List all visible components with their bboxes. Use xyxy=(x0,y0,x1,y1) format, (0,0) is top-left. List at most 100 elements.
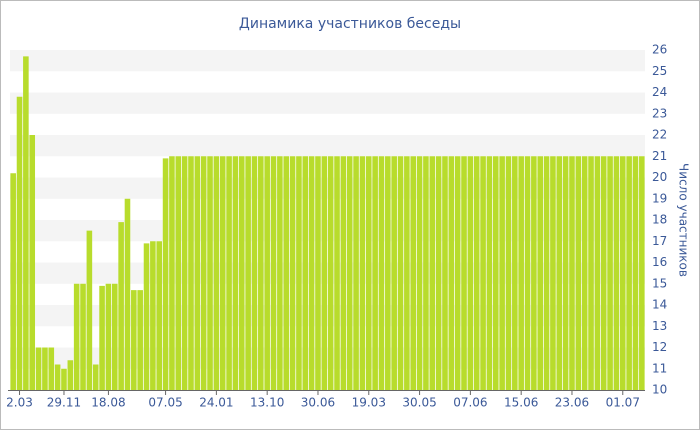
y-tick-label: 15 xyxy=(652,276,667,290)
bar xyxy=(518,156,524,390)
x-tick-label: 07.05 xyxy=(148,396,182,410)
bar xyxy=(619,156,626,390)
bar xyxy=(594,156,601,390)
bar xyxy=(346,156,353,390)
bar xyxy=(156,241,163,390)
y-tick-label: 11 xyxy=(652,361,667,375)
bar xyxy=(200,156,207,390)
bar xyxy=(505,156,512,390)
bar xyxy=(600,156,607,390)
bar xyxy=(397,156,404,390)
bar xyxy=(213,156,220,390)
bar xyxy=(289,156,296,390)
bar xyxy=(16,96,23,390)
bar xyxy=(143,243,150,390)
bar xyxy=(454,156,461,390)
bar xyxy=(575,156,582,390)
bar xyxy=(251,156,258,390)
bar xyxy=(137,290,143,390)
bar xyxy=(283,156,290,390)
bar xyxy=(54,364,61,390)
bar xyxy=(277,156,283,390)
bar xyxy=(42,347,48,390)
bar xyxy=(321,156,328,390)
bar xyxy=(226,156,232,390)
y-tick-label: 25 xyxy=(652,64,667,78)
bar xyxy=(86,230,93,390)
x-tick-label: 19.03 xyxy=(352,396,386,410)
bar xyxy=(315,156,321,390)
bar xyxy=(391,156,397,390)
y-tick-label: 21 xyxy=(652,149,667,163)
grid-band xyxy=(10,347,645,369)
bar xyxy=(524,156,531,390)
bar xyxy=(626,156,632,390)
grid-band xyxy=(10,220,645,242)
bar xyxy=(512,156,518,390)
y-tick-label: 24 xyxy=(652,85,667,99)
grid-band xyxy=(10,305,645,327)
bar xyxy=(416,156,423,390)
y-tick-label: 10 xyxy=(652,383,667,397)
bar xyxy=(270,156,277,390)
bar xyxy=(639,156,645,390)
y-tick-label: 16 xyxy=(652,255,667,269)
bar xyxy=(264,156,270,390)
bar xyxy=(175,156,182,390)
bar xyxy=(581,156,588,390)
grid-band xyxy=(10,177,645,199)
x-tick-label: 29.11 xyxy=(47,396,81,410)
bar xyxy=(607,156,613,390)
bar xyxy=(308,156,315,390)
bar xyxy=(588,156,594,390)
bar xyxy=(73,283,80,390)
bar xyxy=(531,156,537,390)
bar xyxy=(92,364,99,390)
bar xyxy=(111,283,118,390)
chart-title: Динамика участников беседы xyxy=(239,16,461,32)
bar xyxy=(23,56,29,390)
bar xyxy=(569,156,575,390)
bar xyxy=(35,347,42,390)
bar xyxy=(353,156,359,390)
x-tick-label: 01.07 xyxy=(606,396,640,410)
bar xyxy=(537,156,544,390)
bar xyxy=(359,156,366,390)
grid-band xyxy=(10,92,645,114)
bar xyxy=(29,135,36,390)
bar xyxy=(67,360,74,390)
x-tick-label: 15.06 xyxy=(504,396,538,410)
bar xyxy=(632,156,639,390)
bar xyxy=(435,156,442,390)
bar xyxy=(169,156,175,390)
y-tick-label: 22 xyxy=(652,128,667,142)
bar xyxy=(473,156,480,390)
bar xyxy=(378,156,385,390)
bar xyxy=(61,368,67,390)
bar xyxy=(448,156,455,390)
bar xyxy=(334,156,340,390)
bar xyxy=(543,156,550,390)
bar xyxy=(461,156,467,390)
grid-band xyxy=(10,262,645,284)
y-tick-label: 14 xyxy=(652,298,667,312)
y-tick-label: 18 xyxy=(652,213,667,227)
bar xyxy=(404,156,410,390)
bar xyxy=(194,156,201,390)
y-tick-label: 19 xyxy=(652,191,667,205)
bar xyxy=(550,156,556,390)
y-axis-label: Число участников xyxy=(677,163,691,277)
bar xyxy=(365,156,372,390)
bar xyxy=(480,156,486,390)
bar xyxy=(219,156,226,390)
bar xyxy=(486,156,493,390)
bar xyxy=(385,156,391,390)
x-tick-label: 24.01 xyxy=(199,396,233,410)
x-tick-label: 30.05 xyxy=(402,396,436,410)
bar xyxy=(10,173,16,390)
bar xyxy=(302,156,309,390)
bar xyxy=(118,222,124,390)
bar xyxy=(150,241,156,390)
y-tick-label: 23 xyxy=(652,106,667,120)
